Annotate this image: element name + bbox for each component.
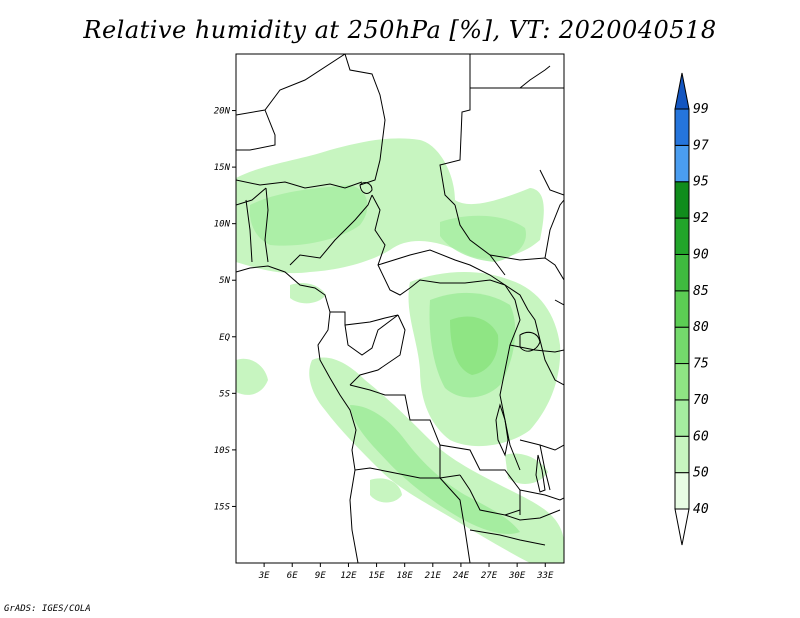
lat-tick-label: EQ bbox=[219, 333, 230, 343]
colorbar-level-label: 50 bbox=[693, 466, 709, 481]
lat-tick-label: 15S bbox=[214, 502, 231, 512]
border-tanzania-south bbox=[519, 439, 564, 451]
border-niger-nigeria bbox=[236, 179, 363, 189]
border-mozambique bbox=[519, 489, 564, 501]
border-malawi bbox=[539, 444, 551, 491]
lon-tick-label: 21E bbox=[425, 571, 442, 581]
border-niger-algeria bbox=[236, 54, 346, 116]
border-libya-egypt bbox=[439, 54, 471, 206]
colorbar-level-label: 70 bbox=[693, 393, 709, 408]
border-east-lakes bbox=[499, 284, 521, 471]
colorbar-segment bbox=[674, 253, 690, 292]
lat-tick-label: 10N bbox=[214, 220, 231, 230]
colorbar-segment bbox=[674, 108, 690, 146]
lon-tick-label: 15E bbox=[368, 571, 385, 581]
humidity-band-east bbox=[440, 215, 526, 262]
map-title: Relative humidity at 250hPa [%], VT: 202… bbox=[83, 16, 717, 44]
border-chad bbox=[371, 194, 411, 296]
lake-victoria bbox=[519, 331, 541, 352]
border-drc-angola bbox=[349, 384, 521, 491]
lat-tick-label: 20N bbox=[214, 107, 231, 117]
lon-tick-label: 33E bbox=[536, 571, 554, 581]
border-zambia bbox=[459, 474, 521, 516]
lat-tick-label: 10S bbox=[214, 446, 231, 456]
longitude-axis: 3E 6E 9E 12E 15E 18E 21E 24E 27E 30E 33E bbox=[258, 563, 554, 581]
lat-tick-label: 5S bbox=[219, 389, 230, 399]
humidity-southwest-inner bbox=[350, 405, 520, 535]
colorbar-segment bbox=[674, 144, 690, 183]
coast-gulf bbox=[236, 265, 359, 563]
grads-credit: GrADS: IGES/COLA bbox=[4, 604, 91, 614]
border-gabon-congo bbox=[344, 314, 399, 356]
border-tanzania bbox=[509, 344, 564, 353]
colorbar-level-label: 90 bbox=[693, 247, 709, 262]
border-red-sea bbox=[519, 65, 551, 89]
colorbar-level-label: 85 bbox=[693, 284, 709, 299]
border-angola-namibia bbox=[354, 467, 461, 479]
colorbar-segment bbox=[674, 399, 690, 437]
border-cameroon-gabon bbox=[330, 311, 399, 326]
lon-tick-label: 6E bbox=[287, 571, 298, 581]
lake-tanganyika bbox=[495, 403, 509, 457]
lat-tick-label: 5N bbox=[219, 276, 230, 286]
border-libya-algeria bbox=[344, 54, 386, 186]
colorbar-segment bbox=[674, 435, 690, 474]
border-sudan-chad bbox=[454, 204, 506, 276]
latitude-axis: 20N 15N 10N 5N EQ 5S 10S 15S bbox=[214, 107, 236, 512]
lat-tick-label: 15N bbox=[214, 163, 231, 173]
colorbar-level-label: 97 bbox=[693, 138, 709, 153]
border-benin-togo bbox=[264, 187, 269, 263]
colorbar-segment bbox=[674, 181, 690, 219]
colorbar-level-label: 40 bbox=[693, 502, 709, 517]
lon-tick-label: 3E bbox=[258, 571, 270, 581]
border-somalia bbox=[554, 299, 564, 306]
humidity-patch-west bbox=[236, 358, 268, 395]
border-nigeria-cameroon bbox=[289, 194, 373, 266]
colorbar-level-label: 75 bbox=[693, 357, 709, 372]
colorbar-level-label: 99 bbox=[693, 102, 709, 117]
humidity-patch-south bbox=[370, 478, 402, 503]
border-ghana bbox=[245, 199, 253, 263]
colorbar-upper-triangle bbox=[674, 72, 690, 110]
country-boundaries bbox=[236, 54, 564, 563]
humidity-band-north-inner bbox=[249, 185, 368, 246]
humidity-southwest bbox=[309, 357, 564, 563]
border-congo-car bbox=[409, 279, 529, 311]
colorbar-segment bbox=[674, 363, 690, 401]
colorbar-lower-triangle bbox=[674, 508, 690, 546]
humidity-field bbox=[236, 138, 564, 563]
colorbar-segment bbox=[674, 290, 690, 328]
colorbar-segment bbox=[674, 217, 690, 255]
border-burkina bbox=[236, 187, 267, 206]
border-south bbox=[469, 529, 546, 546]
humidity-patch-gulf bbox=[290, 283, 326, 304]
lon-tick-label: 30E bbox=[508, 571, 526, 581]
border-ethiopia bbox=[544, 199, 564, 259]
border-eritrea bbox=[539, 169, 564, 196]
lon-tick-label: 12E bbox=[340, 571, 357, 581]
border-zimbabwe bbox=[504, 509, 561, 521]
border-car bbox=[377, 249, 506, 286]
colorbar-level-label: 60 bbox=[693, 429, 709, 444]
border-mali-niger bbox=[236, 109, 276, 151]
map-frame bbox=[235, 53, 565, 564]
colorbar-segment bbox=[674, 472, 690, 510]
lon-tick-label: 9E bbox=[315, 571, 326, 581]
border-congo-drc bbox=[349, 314, 406, 386]
lon-tick-label: 18E bbox=[397, 571, 414, 581]
border-uganda-kenya bbox=[527, 309, 564, 386]
colorbar-level-label: 92 bbox=[693, 211, 709, 226]
colorbar-level-label: 80 bbox=[693, 320, 709, 335]
colorbar-level-label: 95 bbox=[693, 175, 709, 190]
border-namibia-botswana bbox=[439, 477, 471, 563]
lake-chad bbox=[359, 182, 373, 194]
lon-tick-label: 27E bbox=[481, 571, 498, 581]
colorbar: 40 50 60 70 75 80 85 90 92 95 97 99 bbox=[674, 72, 709, 546]
humidity-congo-core bbox=[450, 316, 499, 375]
lake-malawi bbox=[535, 454, 546, 493]
colorbar-segment bbox=[674, 326, 690, 365]
lon-tick-label: 24E bbox=[453, 571, 470, 581]
